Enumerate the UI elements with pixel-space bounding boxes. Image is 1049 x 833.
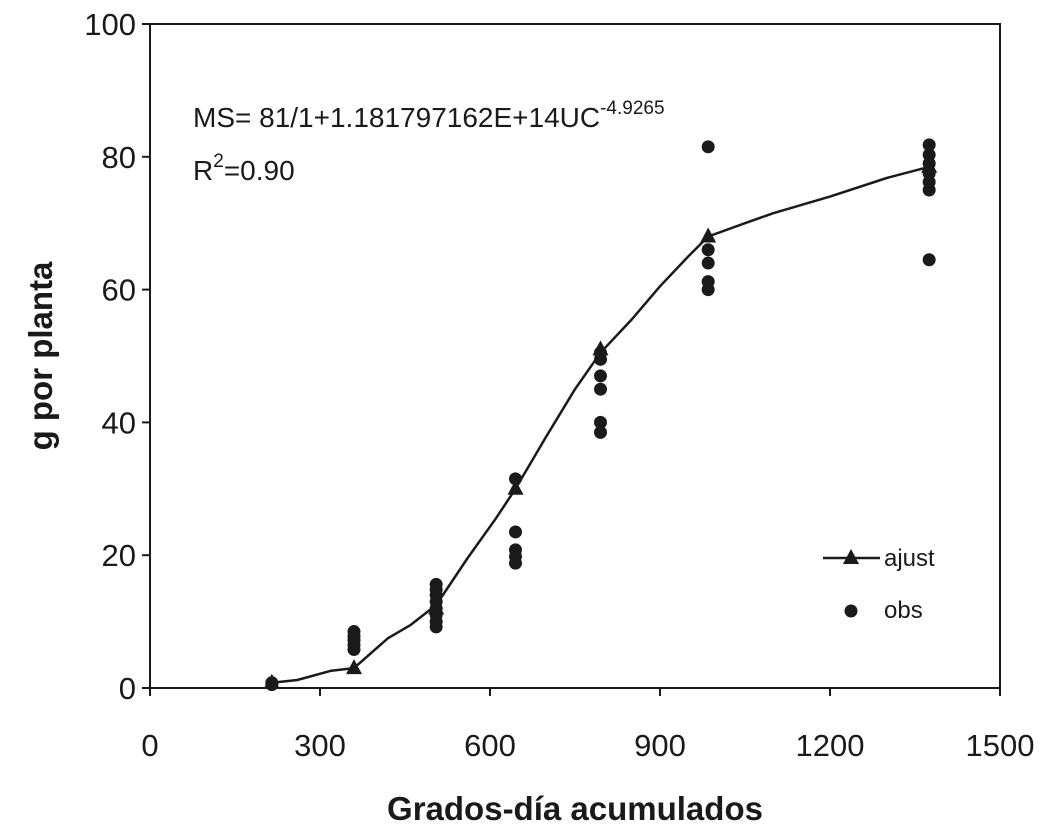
obs-point (509, 472, 522, 486)
plot-area-frame (149, 23, 1001, 689)
obs-point (594, 346, 607, 360)
y-tick-label: 20 (102, 538, 136, 573)
x-tick-label: 600 (464, 728, 516, 763)
fit-marker (700, 227, 717, 243)
obs-point (922, 253, 936, 267)
equation-main: MS= 81/1+1.181797162E+14UC (193, 102, 600, 133)
x-axis-title: Grados-día acumulados (387, 790, 763, 827)
y-axis-title: g por planta (22, 261, 59, 450)
y-tick-label: 60 (102, 273, 136, 308)
x-axis-ticks: 0 300 600 900 1200 1500 (141, 688, 1034, 763)
obs-point (701, 140, 715, 154)
equation-exponent: -4.9265 (600, 98, 664, 119)
y-tick-label: 80 (102, 140, 136, 175)
fit-marker (346, 659, 362, 675)
r-squared-prefix: R (193, 155, 213, 186)
obs-point (594, 425, 607, 439)
x-tick-label: 0 (141, 728, 158, 763)
equation-annotation: MS= 81/1+1.181797162E+14UC-4.9265 (193, 98, 665, 133)
legend-obs-marker (844, 604, 858, 618)
fit-marker (507, 479, 524, 495)
obs-point (701, 275, 715, 289)
obs-point (347, 625, 361, 639)
observed-points-layer (265, 138, 936, 692)
obs-point (429, 577, 443, 591)
y-axis-ticks: 0 20 40 60 80 100 (84, 7, 150, 706)
y-tick-label: 40 (102, 405, 136, 440)
r-squared-annotation: R2=0.90 (193, 151, 295, 186)
r-squared-value: =0.90 (224, 155, 295, 186)
obs-point (594, 382, 607, 396)
x-tick-label: 900 (634, 728, 686, 763)
legend-obs-label: obs (884, 597, 923, 624)
legend: ajust obs (823, 545, 935, 624)
obs-point (922, 148, 936, 162)
obs-point (922, 138, 936, 152)
obs-point (509, 543, 522, 557)
x-tick-label: 1200 (796, 728, 865, 763)
legend-ajust-label: ajust (884, 545, 935, 572)
obs-point (265, 676, 279, 690)
obs-point (701, 243, 715, 257)
obs-point (594, 369, 607, 383)
obs-point (509, 525, 522, 539)
r-squared-superscript: 2 (213, 151, 224, 172)
obs-point (701, 256, 715, 270)
fit-line (271, 165, 930, 684)
x-tick-label: 300 (294, 728, 346, 763)
y-tick-label: 0 (119, 671, 136, 706)
obs-point (594, 415, 607, 429)
obs-point (922, 166, 936, 180)
legend-ajust-marker (843, 549, 859, 564)
y-tick-label: 100 (84, 7, 136, 42)
x-tick-label: 1500 (966, 728, 1035, 763)
